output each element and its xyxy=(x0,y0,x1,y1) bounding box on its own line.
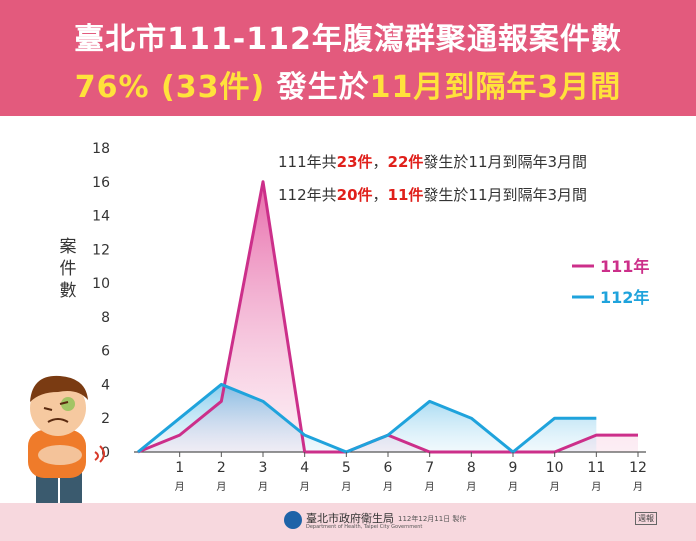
annotation-111: 111年共23件，22件發生於11月到隔年3月間 xyxy=(278,153,587,171)
annotation-111-count: 22件 xyxy=(388,153,424,171)
x-tick-unit: 月 xyxy=(383,481,393,493)
x-tick-label: 7 xyxy=(425,460,434,476)
footer-bar xyxy=(0,503,696,541)
annotation-111-post: 發生於11月到隔年3月間 xyxy=(423,153,587,171)
legend-label-112: 112年 xyxy=(600,288,649,307)
x-tick-unit: 月 xyxy=(633,481,643,493)
x-tick-unit: 月 xyxy=(466,481,476,493)
annotation-111-sep: ， xyxy=(373,153,388,171)
legend: 111年 112年 xyxy=(572,257,649,307)
title-period: 11月到隔年3月間 xyxy=(369,70,622,105)
y-axis-label: 案件數 xyxy=(59,237,77,301)
x-tick-label: 4 xyxy=(300,460,309,476)
footer-tag: 週報 xyxy=(635,512,657,525)
header-banner xyxy=(0,0,696,116)
x-tick-label: 2 xyxy=(217,460,226,476)
x-tick-label: 1 xyxy=(175,460,184,476)
title-percent: 76% (33件) xyxy=(74,70,277,105)
title-line-1: 臺北市111-112年腹瀉群聚通報案件數 xyxy=(74,22,622,57)
x-tick-label: 5 xyxy=(342,460,351,476)
y-tick-label: 12 xyxy=(92,242,110,258)
annotation-111-total: 23件 xyxy=(337,153,373,171)
sick-boy-illustration xyxy=(28,375,105,522)
series-line-112 xyxy=(137,382,597,454)
x-tick-label: 6 xyxy=(384,460,393,476)
x-tick-unit: 月 xyxy=(175,481,185,493)
annotation-112-sep: ， xyxy=(373,186,388,204)
y-tick-label: 2 xyxy=(101,411,110,427)
x-tick-label: 8 xyxy=(467,460,476,476)
x-tick-unit: 月 xyxy=(300,481,310,493)
y-tick-label: 8 xyxy=(101,310,110,326)
annotation-112: 112年共20件，11件發生於11月到隔年3月間 xyxy=(278,186,587,204)
x-tick-label: 11 xyxy=(587,460,605,476)
y-tick-label: 0 xyxy=(101,445,110,461)
annotation-112-post: 發生於11月到隔年3月間 xyxy=(423,186,587,204)
y-tick-label: 18 xyxy=(92,141,110,157)
x-tick-label: 9 xyxy=(509,460,518,476)
x-tick-label: 10 xyxy=(546,460,564,476)
annotation-112-pre: 112年共 xyxy=(278,186,337,204)
annotation-112-total: 20件 xyxy=(337,186,373,204)
legend-label-111: 111年 xyxy=(600,257,649,276)
y-tick-label: 16 xyxy=(92,175,110,191)
y-tick-label: 4 xyxy=(101,377,110,393)
x-tick-unit: 月 xyxy=(425,481,435,493)
y-tick-label: 6 xyxy=(101,344,110,360)
x-tick-unit: 月 xyxy=(258,481,268,493)
x-tick-unit: 月 xyxy=(591,481,601,493)
x-tick-unit: 月 xyxy=(216,481,226,493)
health-department-logo-icon xyxy=(284,511,302,529)
annotation-112-count: 11件 xyxy=(388,186,424,204)
x-tick-label: 3 xyxy=(259,460,268,476)
series-area-111 xyxy=(138,181,638,452)
x-tick-unit: 月 xyxy=(508,481,518,493)
y-tick-label: 10 xyxy=(92,276,110,292)
footer-org-name: 臺北市政府衛生局 xyxy=(306,512,394,525)
x-tick-unit: 月 xyxy=(550,481,560,493)
title-happened: 發生於 xyxy=(276,70,370,105)
x-tick-unit: 月 xyxy=(341,481,351,493)
footer-org-name-en: Department of Health, Taipei City Govern… xyxy=(306,524,423,530)
series-area-112 xyxy=(138,384,597,452)
footer-date: 112年12月11日 製作 xyxy=(398,515,467,523)
annotation-111-pre: 111年共 xyxy=(278,153,337,171)
title-line-2: 76% (33件) 發生於11月到隔年3月間 xyxy=(0,62,696,106)
x-tick-label: 12 xyxy=(629,460,647,476)
y-tick-label: 14 xyxy=(92,209,110,225)
